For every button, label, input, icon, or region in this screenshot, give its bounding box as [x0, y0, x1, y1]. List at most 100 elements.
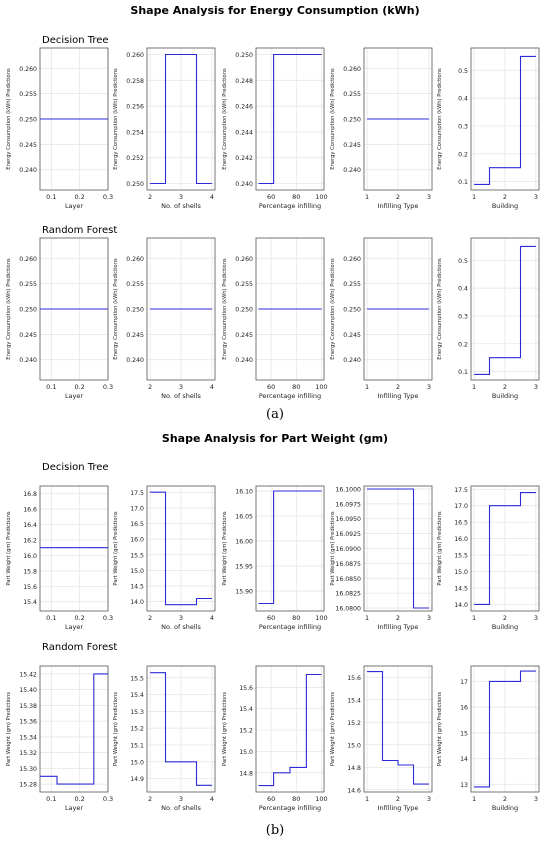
- y-tick-label: 15.0: [454, 569, 468, 576]
- y-tick-label: 15.4: [347, 697, 361, 704]
- prediction-line: [474, 245, 536, 375]
- y-tick-label: 15.40: [19, 687, 37, 694]
- y-tick-label: 0.248: [235, 78, 253, 85]
- x-axis-label: No. of shells: [161, 623, 201, 631]
- x-axis-label: Infilling Type: [378, 392, 419, 400]
- x-tick-label: 80: [292, 614, 300, 622]
- y-tick-label: 0.242: [235, 155, 253, 162]
- x-tick-label: 1: [365, 795, 369, 803]
- prediction-line: [150, 53, 212, 185]
- y-axis-label: Part Weight (gm) Predictions: [222, 511, 228, 585]
- y-tick-label: 16.0825: [335, 591, 361, 598]
- y-tick-label: 0.260: [235, 256, 253, 263]
- y-tick-label: 0.1: [458, 179, 468, 186]
- panel-b-dt-3: 15.90 15.95 16.00 16.05 16.10 60 80 100Percenta…: [222, 485, 328, 631]
- prediction-line: [474, 492, 536, 605]
- y-axis-label: Energy Consumption (kWh) Predictions: [222, 258, 228, 360]
- y-axis-label: Part Weight (gm) Predictions: [113, 692, 119, 766]
- y-tick-label: 16.0: [23, 553, 37, 560]
- x-tick-label: 0.1: [46, 614, 56, 622]
- x-tick-label: 3: [534, 614, 538, 622]
- y-tick-label: 15.5: [454, 553, 468, 560]
- x-tick-label: 1: [472, 193, 476, 201]
- y-tick-label: 16.0925: [335, 531, 361, 538]
- y-tick-label: 0.255: [343, 91, 361, 98]
- y-tick-label: 16.2: [23, 538, 37, 545]
- x-tick-label: 100: [315, 193, 327, 201]
- x-tick-label: 100: [315, 383, 327, 391]
- x-tick-label: 3: [179, 795, 183, 803]
- x-tick-label: 1: [365, 193, 369, 201]
- y-tick-label: 15.6: [347, 675, 361, 682]
- x-tick-label: 3: [427, 614, 431, 622]
- prediction-line: [367, 671, 429, 785]
- prediction-line: [258, 673, 322, 787]
- y-tick-label: 0.255: [19, 281, 37, 288]
- x-tick-label: 0.2: [74, 193, 84, 201]
- prediction-line: [150, 491, 212, 606]
- y-tick-label: 14.6: [347, 787, 361, 794]
- y-tick-label: 0.240: [19, 357, 37, 364]
- y-tick-label: 15.30: [19, 766, 37, 773]
- x-axis-label: Layer: [65, 623, 83, 631]
- panel-b-dt-1: 15.4 15.6 15.8 16.0 16.2 16.4 16.6 16.8 0.1 0.2 0.…: [6, 485, 113, 631]
- x-tick-label: 100: [315, 795, 327, 803]
- x-tick-label: 60: [267, 614, 275, 622]
- x-tick-label: 3: [534, 383, 538, 391]
- x-axis-label: Infilling Type: [378, 623, 419, 631]
- x-axis-label: Building: [492, 804, 518, 812]
- x-axis-label: Infilling Type: [378, 804, 419, 812]
- y-tick-label: 0.250: [343, 307, 361, 314]
- panel-a-dt-5: 0.1 0.2 0.3 0.4 0.5 1 2 3 Building Energy Consump…: [437, 47, 540, 210]
- row-title-b-decision-tree: Decision Tree: [42, 462, 109, 473]
- y-tick-label: 0.250: [343, 117, 361, 124]
- x-tick-label: 60: [267, 193, 275, 201]
- x-tick-label: 4: [210, 614, 214, 622]
- x-tick-label: 1: [365, 614, 369, 622]
- x-axis-label: Infilling Type: [378, 202, 419, 210]
- y-axis-label: Part Weight (gm) Predictions: [330, 692, 336, 766]
- panel-b-rf-5: 13 14 15 16 17 1 2 3 Building Part Weight (gm) Pr…: [437, 665, 540, 812]
- y-tick-label: 0.260: [343, 256, 361, 263]
- y-tick-label: 15.6: [239, 685, 253, 692]
- y-tick-label: 0.1: [458, 369, 468, 376]
- y-tick-label: 0.254: [126, 129, 144, 136]
- x-tick-label: 0.1: [46, 383, 56, 391]
- x-tick-label: 3: [427, 795, 431, 803]
- x-tick-label: 0.3: [103, 383, 113, 391]
- y-tick-label: 0.252: [126, 155, 144, 162]
- x-axis-label: Percentage infilling: [259, 392, 321, 400]
- y-axis-label: Energy Consumption (kWh) Predictions: [113, 68, 119, 170]
- x-tick-label: 2: [503, 795, 507, 803]
- y-tick-label: 15.2: [130, 726, 144, 733]
- y-axis-label: Part Weight (gm) Predictions: [437, 692, 443, 766]
- panel-b-dt-5: 14.0 14.5 15.0 15.5 16.0 16.5 17.0 17.5 1 2 3 Build…: [437, 485, 540, 631]
- y-axis-label: Energy Consumption (kWh) Predictions: [6, 258, 12, 360]
- y-tick-label: 16.10: [235, 489, 253, 496]
- x-axis-label: Building: [492, 392, 518, 400]
- y-tick-label: 13: [460, 782, 468, 789]
- y-tick-label: 15.2: [347, 720, 361, 727]
- y-tick-label: 16.6: [23, 507, 37, 514]
- x-tick-label: 0.3: [103, 614, 113, 622]
- x-tick-label: 80: [292, 795, 300, 803]
- y-tick-label: 15.0: [239, 749, 253, 756]
- x-tick-label: 4: [210, 795, 214, 803]
- panel-a-rf-2: 0.240 0.245 0.250 0.255 0.260 2 3 4 No. of shell…: [113, 237, 216, 400]
- y-tick-label: 14: [460, 756, 468, 763]
- x-tick-label: 80: [292, 383, 300, 391]
- y-axis-label: Energy Consumption (kWh) Predictions: [330, 258, 336, 360]
- x-tick-label: 4: [210, 193, 214, 201]
- prediction-line: [474, 55, 536, 185]
- panel-b-dt-2: 14.0 14.5 15.0 15.5 16.0 16.5 17.0 17.5 2 3 4 No. o…: [113, 485, 216, 631]
- prediction-line: [150, 672, 212, 786]
- y-tick-label: 0.255: [343, 281, 361, 288]
- y-axis-label: Part Weight (gm) Predictions: [6, 692, 12, 766]
- x-tick-label: 60: [267, 383, 275, 391]
- plot-frame: [470, 237, 540, 381]
- y-tick-label: 14.8: [239, 770, 253, 777]
- y-tick-label: 16.0900: [335, 546, 361, 553]
- y-tick-label: 0.2: [458, 151, 468, 158]
- y-tick-label: 0.250: [235, 52, 253, 59]
